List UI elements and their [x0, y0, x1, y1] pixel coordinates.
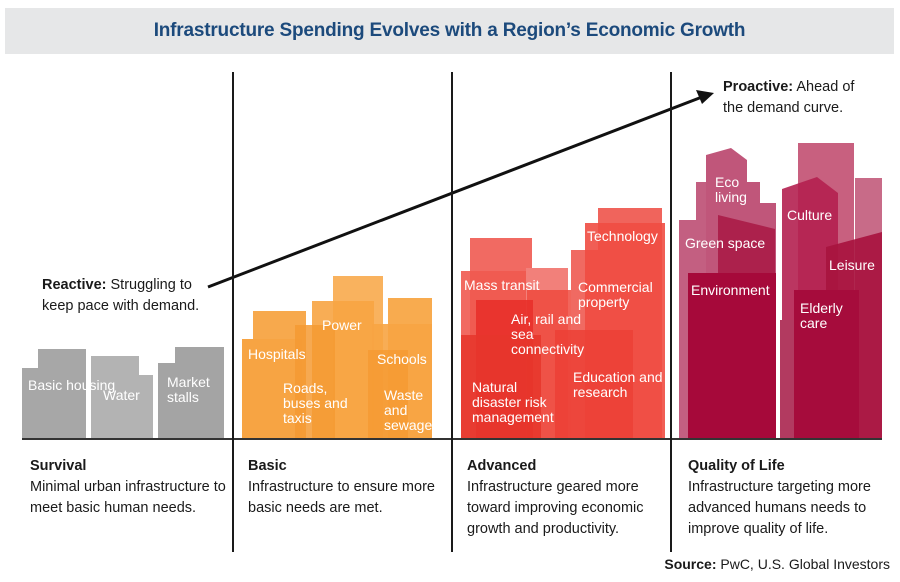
stage-heading: Quality of Life	[688, 458, 785, 474]
proactive-text: Ahead of the demand curve.	[723, 79, 855, 116]
proactive-label: Proactive:	[723, 79, 794, 95]
building-label: Market stalls	[167, 374, 210, 405]
stage-divider	[232, 72, 234, 552]
stage-heading: Advanced	[467, 458, 537, 474]
stage-heading: Survival	[30, 458, 87, 474]
building-label: Roads, buses and taxis	[283, 380, 348, 426]
stage-description: Minimal urban infrastructure to meet bas…	[30, 479, 226, 516]
stage-advanced: Advanced Infrastructure geared more towa…	[467, 456, 667, 540]
stage-basic: Basic Infrastructure to ensure more basi…	[248, 456, 438, 519]
building-label: Environment	[691, 282, 770, 298]
source-label: Source:	[664, 556, 717, 572]
building-label: Natural disaster risk management	[472, 379, 554, 425]
building-label: Education and research	[573, 369, 663, 400]
stage-divider	[670, 72, 672, 552]
building-market-stalls	[158, 347, 224, 438]
reactive-text: Struggling to keep pace with demand.	[42, 277, 200, 314]
basic-buildings	[242, 276, 432, 438]
title-bar: Infrastructure Spending Evolves with a R…	[5, 8, 894, 54]
building-label: Commercial property	[578, 279, 653, 310]
reactive-annotation: Reactive: Struggling to keep pace with d…	[42, 275, 217, 317]
stage-description: Infrastructure geared more toward improv…	[467, 479, 644, 537]
page-title: Infrastructure Spending Evolves with a R…	[153, 20, 746, 41]
building-label: Mass transit	[464, 277, 540, 293]
survival-buildings	[22, 347, 224, 438]
building-label: Hospitals	[248, 346, 306, 362]
building-basic-housing	[22, 349, 86, 438]
building-label: Elderly care	[800, 300, 843, 331]
building-label: Air, rail and sea connectivity	[511, 311, 585, 357]
quality-of-life-buildings	[679, 143, 882, 438]
reactive-label: Reactive:	[42, 277, 107, 293]
building-label: Basic housing	[28, 377, 116, 393]
stage-heading: Basic	[248, 458, 287, 474]
building-label: Water	[103, 387, 140, 403]
building-water	[91, 356, 153, 438]
building-label: Schools	[377, 351, 427, 367]
building-label: Waste and sewage	[384, 387, 433, 433]
proactive-annotation: Proactive: Ahead of the demand curve.	[723, 77, 873, 119]
building-label: Culture	[787, 207, 833, 223]
growth-arrow	[207, 95, 703, 289]
source-text: PwC, U.S. Global Investors	[720, 556, 890, 572]
source-note: Source: PwC, U.S. Global Investors	[664, 556, 890, 572]
arrow-head-icon	[696, 90, 714, 104]
stage-survival: Survival Minimal urban infrastructure to…	[30, 456, 228, 519]
building-label: Technology	[587, 228, 658, 244]
building-label: Eco living	[715, 174, 747, 205]
stage-divider	[451, 72, 453, 552]
building-label: Green space	[685, 235, 766, 251]
stage-description: Infrastructure targeting more advanced h…	[688, 479, 871, 537]
stage-description: Infrastructure to ensure more basic need…	[248, 479, 435, 516]
building-label: Leisure	[829, 257, 875, 273]
building-label: Power	[322, 317, 362, 333]
advanced-buildings	[461, 208, 665, 438]
stage-quality-of-life: Quality of Life Infrastructure targeting…	[688, 456, 888, 540]
